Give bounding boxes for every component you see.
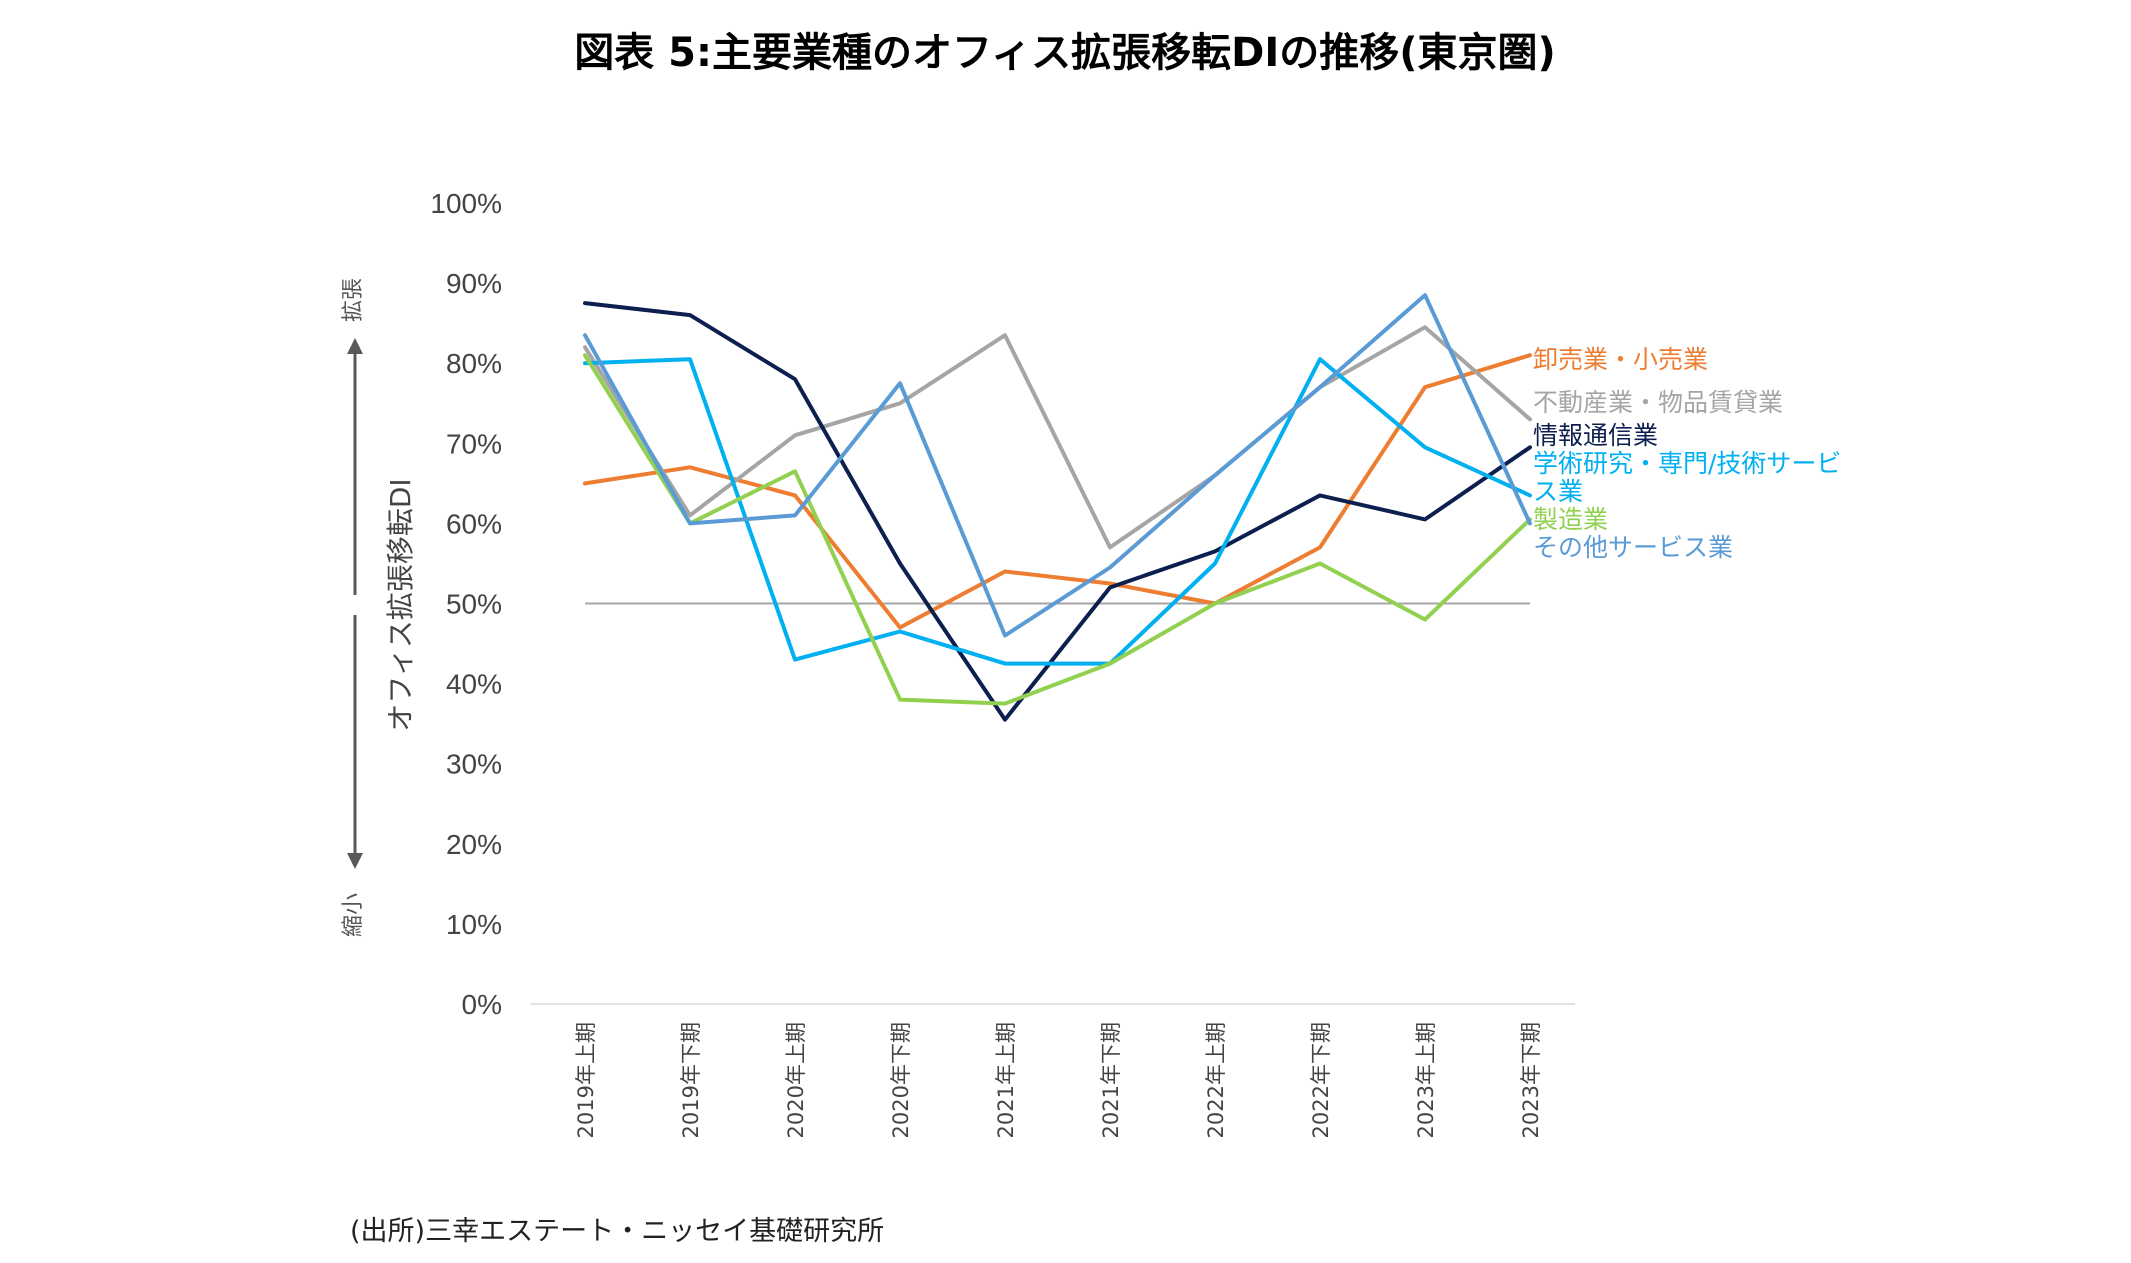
x-tick-label: 2023年上期 — [1414, 1022, 1438, 1138]
legend-label: 卸売業・小売業 — [1533, 345, 1708, 374]
series-line — [583, 357, 1532, 666]
y-tick-label: 100% — [430, 188, 502, 219]
y-axis-label: オフィス拡張移転DI — [384, 478, 417, 731]
y-tick-label: 60% — [446, 508, 502, 539]
down-arrow-icon — [347, 853, 363, 869]
x-tick-label: 2021年下期 — [1099, 1022, 1123, 1138]
up-arrow-icon — [347, 338, 363, 354]
chart-title: 図表 5:主要業種のオフィス拡張移転DIの推移(東京圏) — [574, 30, 1556, 76]
source-note: (出所)三幸エステート・ニッセイ基礎研究所 — [350, 1216, 884, 1247]
series-lines — [583, 293, 1532, 722]
x-tick-label: 2020年下期 — [889, 1022, 913, 1138]
legend: 卸売業・小売業不動産業・物品賃貸業情報通信業学術研究・専門/技術サービス業製造業… — [1533, 345, 1841, 562]
x-tick-label: 2023年下期 — [1519, 1022, 1543, 1138]
y-tick-label: 50% — [446, 589, 502, 620]
x-tick-label: 2021年上期 — [994, 1022, 1018, 1138]
legend-label: 学術研究・専門/技術サービス業 — [1533, 449, 1841, 506]
series-line — [583, 353, 1532, 630]
y-tick-label: 40% — [446, 669, 502, 700]
x-tick-label: 2019年下期 — [679, 1022, 703, 1138]
y-tick-label: 30% — [446, 749, 502, 780]
expand-label: 拡張 — [341, 278, 366, 322]
legend-label: 不動産業・物品賃貸業 — [1533, 388, 1783, 417]
y-tick-label: 80% — [446, 348, 502, 379]
x-tick-label: 2019年上期 — [574, 1022, 598, 1138]
series-line — [583, 353, 1532, 706]
legend-label: その他サービス業 — [1533, 533, 1733, 562]
x-axis: 2019年上期 2019年下期 2020年上期 2020年下期 2021年上期 2021年… — [530, 1003, 1575, 1138]
x-tick-label: 2020年上期 — [784, 1022, 808, 1138]
x-tick-label: 2022年上期 — [1204, 1022, 1228, 1138]
y-tick-label: 20% — [446, 829, 502, 860]
series-line — [583, 325, 1532, 550]
y-tick-label: 70% — [446, 428, 502, 459]
y-tick-label: 10% — [446, 909, 502, 940]
legend-label: 情報通信業 — [1533, 421, 1658, 450]
y-axis: 0% 10% 20% 30% 40% 50% 60% 70% 80% 90% 100% — [430, 188, 502, 1020]
x-tick-label: 2022年下期 — [1309, 1022, 1333, 1138]
series-line — [583, 293, 1532, 638]
y-tick-label: 0% — [462, 989, 502, 1020]
series-line — [583, 301, 1532, 722]
direction-indicator: 拡張 縮小 — [341, 278, 366, 937]
legend-label: 製造業 — [1533, 505, 1608, 534]
shrink-label: 縮小 — [341, 893, 366, 937]
y-tick-label: 90% — [446, 268, 502, 299]
